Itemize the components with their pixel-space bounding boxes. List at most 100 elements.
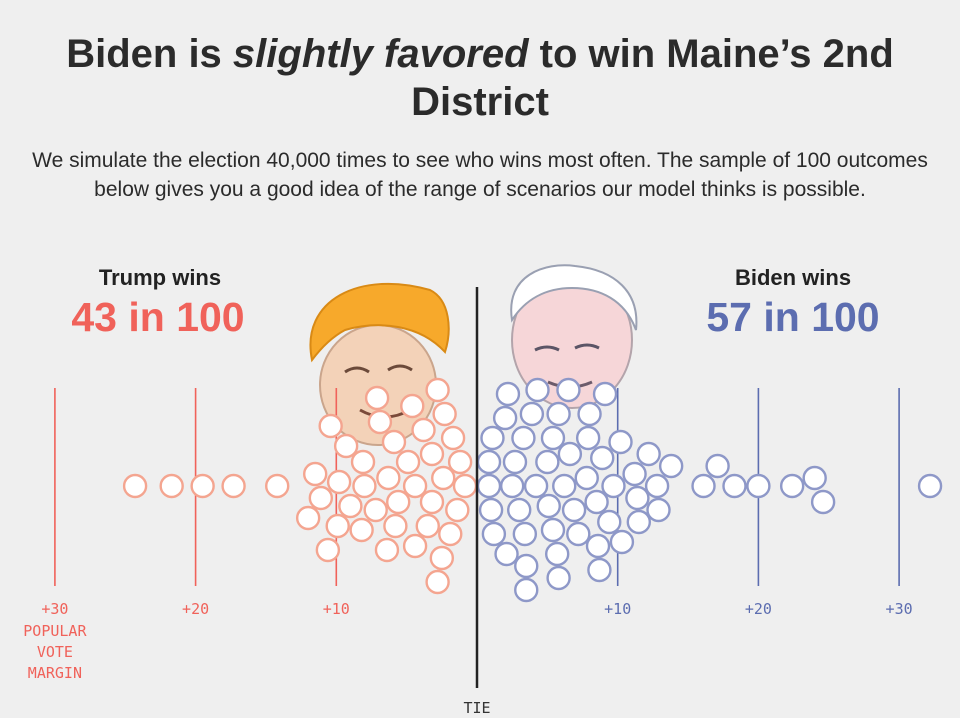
biden-outcome-dot — [810, 489, 836, 515]
trump-outcome-dot — [363, 497, 388, 523]
biden-outcome-dot — [917, 473, 943, 499]
trump-outcome-dot — [402, 533, 428, 559]
axis-title: POPULAR VOTE MARGIN — [23, 622, 87, 682]
biden-outcome-dot — [480, 425, 505, 451]
trump-outcome-dot — [383, 513, 408, 539]
biden-outcome-dot — [514, 577, 539, 603]
trump-outcome-dot — [452, 473, 478, 499]
biden-outcome-dot — [512, 521, 538, 547]
tie-label: TIE — [463, 699, 490, 717]
biden-outcome-dot — [552, 473, 577, 499]
biden-outcome-dot — [511, 425, 536, 451]
biden-outcome-dot — [495, 381, 521, 407]
trump-outcome-dot — [415, 513, 440, 539]
biden-outcome-dot — [481, 521, 507, 547]
biden-outcome-dot — [705, 453, 730, 479]
biden-outcome-dot — [590, 445, 615, 471]
biden-outcome-dot — [492, 405, 518, 431]
trump-outcome-dot — [425, 377, 450, 403]
tick-label-trump-30: +30 — [41, 600, 68, 618]
biden-outcome-dot — [536, 493, 561, 519]
biden-outcome-dot — [691, 473, 716, 499]
biden-wins-label: Biden wins — [734, 265, 852, 290]
biden-outcome-dot — [476, 473, 502, 499]
biden-outcome-dot — [561, 497, 587, 523]
biden-outcome-dots — [476, 377, 943, 603]
axis-title-line: MARGIN — [28, 664, 82, 682]
biden-outcome-dot — [575, 425, 601, 451]
trump-outcome-dot — [350, 449, 376, 475]
trump-outcome-dot — [352, 473, 377, 499]
trump-outcome-dot — [325, 513, 350, 539]
trump-outcome-dot — [338, 493, 363, 519]
trump-outcome-dot — [386, 489, 411, 515]
biden-outcome-dot — [523, 473, 549, 499]
biden-outcome-dot — [574, 465, 599, 491]
biden-outcome-dot — [636, 441, 661, 467]
biden-outcome-dot — [519, 401, 545, 427]
trump-outcome-dot — [159, 473, 184, 499]
biden-outcome-dot — [626, 509, 652, 535]
trump-outcome-dot — [429, 545, 455, 571]
trump-outcome-dot — [431, 465, 456, 491]
trump-outcome-dot — [326, 469, 352, 495]
trump-outcome-dot — [445, 497, 470, 523]
trump-outcome-dots — [122, 377, 478, 595]
biden-outcome-dot — [658, 453, 684, 479]
trump-outcome-dot — [221, 473, 246, 499]
biden-outcome-dot — [597, 509, 622, 535]
page-title: Biden is slightly favored to win Maine’s… — [0, 30, 960, 126]
tick-label-biden-10: +10 — [604, 600, 631, 618]
biden-outcome-dot — [601, 473, 626, 499]
tick-labels: +30 +20 +10 +10 +20 +30 — [41, 600, 912, 618]
title-part1: Biden is — [66, 32, 233, 76]
biden-outcome-dot — [746, 473, 771, 499]
biden-outcome-dot — [535, 449, 560, 475]
biden-outcome-dot — [546, 401, 571, 427]
biden-outcome-dot — [584, 489, 609, 515]
tick-label-biden-30: +30 — [886, 600, 913, 618]
biden-outcome-dot — [592, 381, 618, 407]
biden-outcome-dot — [556, 377, 581, 403]
biden-outcome-dot — [608, 429, 633, 455]
biden-outcome-dot — [646, 497, 671, 523]
biden-outcome-dot — [514, 553, 539, 579]
biden-outcome-dot — [499, 473, 525, 499]
trump-outcome-dot — [425, 569, 450, 595]
trump-outcome-dot — [265, 473, 290, 499]
biden-outcome-dot — [540, 517, 566, 543]
trump-outcome-dot — [302, 461, 328, 487]
page-subtitle: We simulate the election 40,000 times to… — [32, 149, 928, 201]
trump-outcome-dot — [333, 433, 359, 459]
title-part2: to win Maine’s 2nd District — [411, 32, 894, 124]
biden-outcome-dot — [525, 377, 550, 403]
trump-outcome-dot — [447, 449, 473, 475]
trump-outcome-dot — [374, 537, 400, 563]
trump-wins-label: Trump wins — [98, 265, 222, 290]
tick-label-biden-20: +20 — [745, 600, 772, 618]
trump-outcome-dot — [438, 521, 463, 547]
biden-outcome-dot — [557, 441, 583, 467]
biden-outcome-dot — [502, 449, 528, 475]
biden-outcome-dot — [546, 565, 571, 591]
trump-outcome-dot — [432, 401, 457, 427]
trump-outcome-dot — [419, 489, 445, 515]
biden-outcome-dot — [577, 401, 602, 427]
trump-outcome-dot — [318, 413, 343, 439]
biden-outcome-dot — [625, 485, 650, 511]
trump-outcome-dot — [376, 465, 401, 491]
biden-outcome-dot — [494, 541, 519, 567]
biden-outcome-dot — [779, 473, 805, 499]
trump-outcome-dot — [419, 441, 445, 467]
biden-outcome-dot — [566, 521, 591, 547]
biden-outcome-dot — [544, 541, 570, 567]
tick-label-trump-10: +10 — [323, 600, 350, 618]
axis-title-line: VOTE — [37, 643, 73, 661]
biden-outcome-dot — [609, 529, 635, 555]
trump-outcome-dot — [381, 429, 407, 455]
trump-outcome-dot — [349, 517, 374, 543]
biden-outcome-dot — [802, 465, 827, 491]
biden-outcome-dot — [585, 533, 611, 559]
trump-outcome-dot — [367, 409, 393, 435]
title-emphasis: slightly favored — [232, 32, 529, 76]
